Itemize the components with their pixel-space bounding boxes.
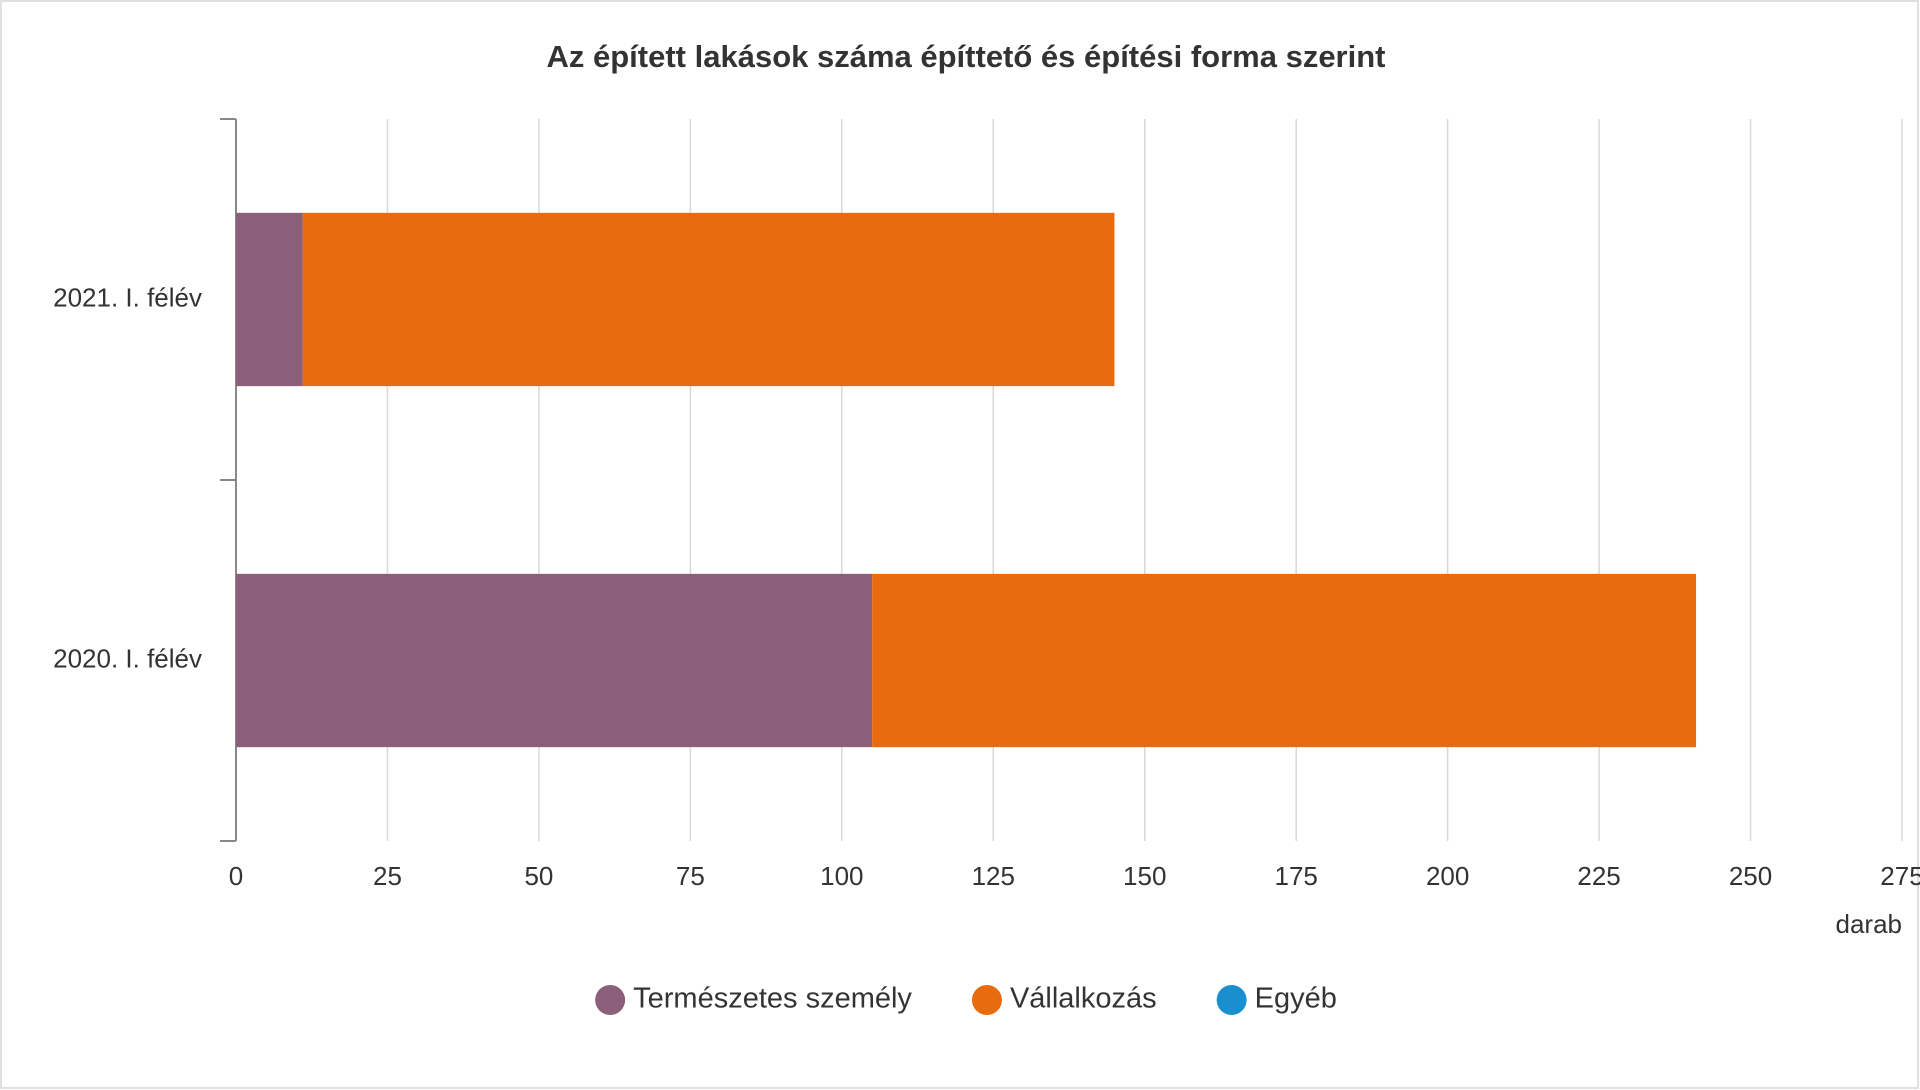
x-tick-label: 225 [1577,861,1620,891]
x-tick-label: 175 [1274,861,1317,891]
x-tick-label: 75 [676,861,705,891]
x-axis-label: darab [1836,909,1903,939]
bar-segment [302,212,1115,387]
legend-marker [1216,985,1247,1015]
bar-segment [236,573,873,748]
x-tick-label: 200 [1426,861,1469,891]
legend-marker [595,985,626,1015]
x-tick-label: 25 [373,861,402,891]
legend-label: Természetes személy [633,983,912,1015]
x-tick-label: 275 [1880,861,1920,891]
y-tick-label: 2021. I. félév [53,282,202,312]
legend-label: Vállalkozás [1010,983,1157,1015]
legend-marker [971,985,1002,1015]
x-tick-label: 125 [972,861,1015,891]
bar-segment [236,212,303,387]
x-tick-label: 250 [1729,861,1772,891]
x-tick-label: 50 [524,861,553,891]
y-tick-label: 2020. I. félév [53,643,202,673]
chart-title: Az épített lakások száma építtető és épí… [547,39,1386,74]
x-tick-label: 100 [820,861,863,891]
legend-label: Egyéb [1255,983,1337,1015]
x-tick-label: 0 [229,861,243,891]
x-tick-label: 150 [1123,861,1166,891]
bar-segment [872,573,1697,748]
